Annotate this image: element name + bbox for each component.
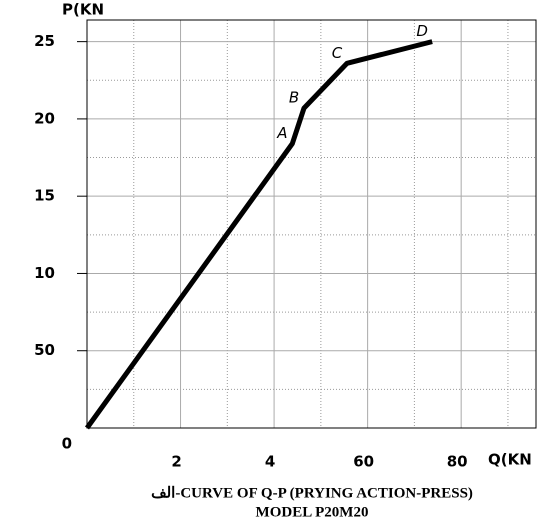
y-tick-label: 50 [34,341,55,359]
chart-subtitle: MODEL P20M20 [256,504,369,520]
point-label: B [289,89,299,107]
point-label: C [332,44,343,62]
y-tick-label: 25 [34,32,55,50]
x-axis-label: Q(KN [488,451,532,469]
y-axis-label: P(KN [62,1,104,19]
y-tick-label: 20 [34,109,55,127]
data-line [84,39,433,430]
y-tick-label: 10 [34,264,55,282]
chart-title: الف-CURVE OF Q-P (PRYING ACTION-PRESS) [151,485,473,501]
x-tick-label: 60 [353,453,374,471]
x-tick-label: 80 [447,453,468,471]
point-label: A [276,124,287,142]
point-label: D [416,22,428,40]
y-tick-label: 0 [62,435,72,453]
y-tick-label: 15 [34,187,55,205]
plot-frame [86,19,537,429]
x-tick-label: 4 [265,453,275,471]
x-tick-label: 2 [171,453,181,471]
